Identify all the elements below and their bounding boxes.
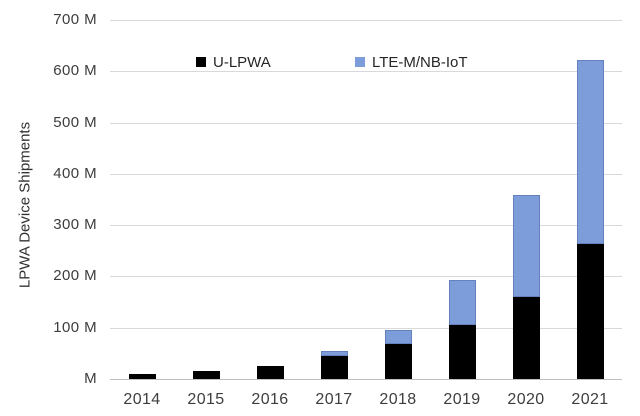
y-axis-tick-label: M [84,370,97,387]
bar-2016 [256,365,284,379]
bar-2017 [320,350,348,379]
bar-segment-2020-LTE-M/NB-IoT [512,195,540,297]
gridline-700M [110,20,622,21]
bar-2019 [448,280,476,379]
legend-swatch-u-lpwa [196,57,206,67]
plot-area [110,20,622,379]
y-axis-tick-label: 300 M [53,216,97,234]
y-axis-title: LPWA Device Shipments [16,121,34,289]
x-axis-tick-label: 2017 [315,391,353,408]
bar-2014 [128,373,156,379]
bar-segment-2021-U-LPWA [576,243,604,379]
bar-2020 [512,195,540,379]
gridline-500M [110,122,622,124]
x-axis-tick-label: 2019 [443,391,481,408]
x-axis-tick-label: 2020 [507,391,545,408]
bar-segment-2021-LTE-M/NB-IoT [576,59,604,244]
x-axis-tick-label: 2015 [187,391,225,408]
gridline-200M [110,276,622,278]
bar-2015 [192,370,220,379]
bar-segment-2018-U-LPWA [384,344,412,379]
legend-item-u-lpwa: U-LPWA [196,52,271,72]
legend-label-lte-m-nb-iot: LTE-M/NB-IoT [372,53,468,71]
x-axis-tick-label: 2021 [571,391,609,408]
legend-label-u-lpwa: U-LPWA [213,53,271,71]
x-axis-tick-label: 2018 [379,391,417,408]
y-axis-tick-label: 600 M [53,62,97,80]
x-axis-tick-label: 2014 [123,391,161,408]
legend-swatch-lte-m-nb-iot [355,57,365,67]
x-axis-tick-label: 2016 [251,391,289,408]
bar-segment-2016-U-LPWA [256,365,284,379]
y-axis-tick-label: 500 M [53,113,97,131]
y-axis-tick-label: 700 M [53,11,97,28]
bar-segment-2018-LTE-M/NB-IoT [384,329,412,345]
y-axis-tick-label: 200 M [53,267,97,285]
bar-segment-2019-U-LPWA [448,325,476,379]
bar-2021 [576,59,604,379]
bar-2018 [384,329,412,379]
legend-item-lte-m-nb-iot: LTE-M/NB-IoT [355,52,468,72]
bar-segment-2017-LTE-M/NB-IoT [320,350,348,356]
y-axis-tick-label: 100 M [53,318,97,336]
gridline-400M [110,173,622,175]
gridline-300M [110,225,622,227]
bar-segment-2015-U-LPWA [192,370,220,379]
gridline-600M [110,71,622,73]
gridline-100M [110,327,622,329]
bar-segment-2019-LTE-M/NB-IoT [448,280,476,326]
bar-segment-2017-U-LPWA [320,355,348,379]
x-axis-line [110,379,622,380]
bar-segment-2020-U-LPWA [512,296,540,379]
y-axis-tick-label: 400 M [53,164,97,182]
bar-segment-2014-U-LPWA [128,373,156,379]
